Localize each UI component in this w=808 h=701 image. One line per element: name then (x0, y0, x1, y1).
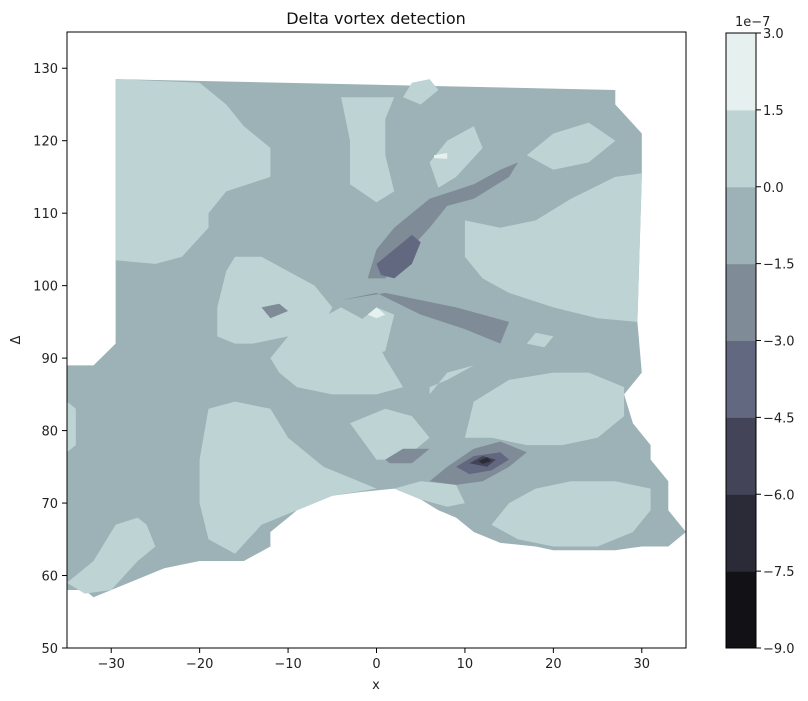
contour-region-bottom-center-patch (394, 481, 465, 507)
contour-region-left-edge-patch (67, 401, 76, 453)
colorbar: −9.0 −7.5 −6.0 −4.5 −3.0 −1.5 0.0 1.5 3.0 (725, 27, 795, 657)
x-axis-ticks: −30 −20 −10 0 10 20 30 (97, 648, 650, 672)
contour-region-right-small-blob (526, 332, 554, 348)
colorbar-tick-label: −6.0 (763, 488, 795, 503)
contour-region-white-blob-2 (434, 153, 448, 159)
y-tick-label: 70 (41, 497, 58, 512)
contour-region-center-band (341, 292, 510, 344)
colorbar-segment (726, 33, 756, 111)
x-tick-label: −30 (97, 657, 124, 672)
contour-region-center-low-patch (350, 408, 430, 460)
colorbar-offset-label: 1e−7 (735, 15, 770, 30)
contour-region-lower-vortex-core (478, 457, 492, 464)
contour-region-left-small-band (261, 303, 289, 319)
x-tick-label: −10 (274, 657, 301, 672)
y-axis-ticks: 50 60 70 80 90 100 110 120 130 (33, 62, 67, 657)
y-tick-label: 110 (33, 207, 58, 222)
colorbar-tick-label: −3.0 (763, 335, 795, 350)
colorbar-segment (726, 186, 756, 265)
y-tick-label: 130 (33, 62, 58, 77)
y-tick-label: 80 (41, 425, 58, 440)
colorbar-segment (726, 109, 756, 188)
x-tick-label: 30 (634, 657, 651, 672)
colorbar-tick-label: 1.5 (763, 104, 784, 119)
contour-region-left-mid-patch (217, 256, 333, 344)
contour-regions (67, 79, 686, 598)
colorbar-tick-label: −7.5 (763, 565, 795, 580)
colorbar-tick-label: −4.5 (763, 411, 795, 426)
contour-region-bottom-left-plateau (67, 517, 156, 594)
contour-region-lower-right-plateau (491, 481, 651, 547)
y-tick-label: 120 (33, 135, 58, 150)
colorbar-tick-label: 3.0 (763, 27, 784, 42)
colorbar-segment (726, 263, 756, 341)
y-tick-label: 60 (41, 570, 58, 585)
y-tick-label: 90 (41, 352, 58, 367)
contour-region-lower-right-mid-plateau (464, 372, 625, 446)
colorbar-tick-label: −9.0 (763, 642, 795, 657)
contour-region-top-blob (403, 79, 439, 105)
colorbar-tick-label: −1.5 (763, 258, 795, 273)
x-tick-label: 20 (545, 657, 562, 672)
colorbar-segment (726, 571, 756, 649)
y-tick-label: 50 (41, 642, 58, 657)
colorbar-segment (726, 340, 756, 418)
contour-region-far-upper-right-blob (526, 122, 616, 170)
colorbar-segment (726, 494, 756, 572)
contour-region-lower-left-plateau (199, 401, 377, 554)
colorbar-tick-label: 0.0 (763, 181, 784, 196)
chart-title: Delta vortex detection (286, 9, 466, 28)
contour-region-right-plateau (464, 173, 642, 322)
x-tick-label: −20 (186, 657, 213, 672)
contour-region-upper-left-plateau (115, 79, 271, 264)
contour-region-mid-blob (350, 307, 395, 366)
y-tick-label: 100 (33, 280, 58, 295)
x-tick-label: 10 (457, 657, 474, 672)
contour-region-upper-right-patch (429, 126, 483, 188)
contour-region-top-center-patch (341, 97, 395, 203)
y-axis-label: Δ (9, 335, 24, 344)
colorbar-segment (726, 417, 756, 495)
x-tick-label: 0 (372, 657, 380, 672)
contour-region-upper-vortex-core (376, 234, 421, 279)
x-axis-label: x (372, 678, 380, 693)
contour-region-left-mini-vortex (385, 448, 430, 464)
contour-region-white-blob-1 (367, 307, 386, 319)
